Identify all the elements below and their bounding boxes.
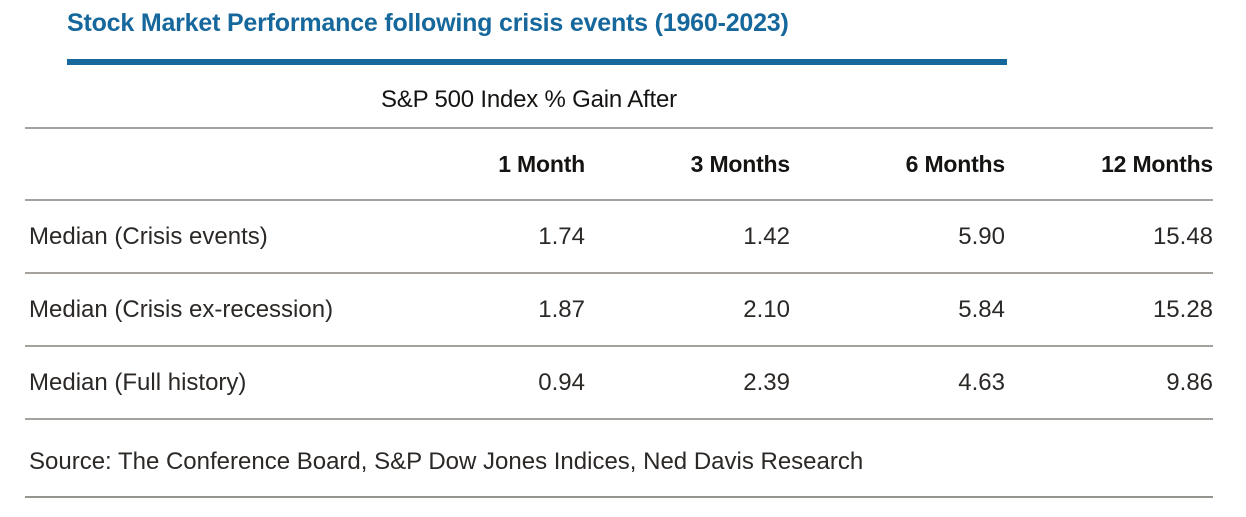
value-cell: 0.94 xyxy=(381,346,585,420)
value-cell: 1.42 xyxy=(585,200,790,274)
performance-table: S&P 500 Index % Gain After 1 Month 3 Mon… xyxy=(25,72,1213,498)
value-cell: 2.10 xyxy=(585,273,790,347)
table-row-crisis-ex-recession: Median (Crisis ex-recession) 1.87 2.10 5… xyxy=(25,273,1214,347)
group-header-spacer xyxy=(25,72,381,129)
value-cell: 5.84 xyxy=(790,273,1005,347)
value-cell: 2.39 xyxy=(585,346,790,420)
title-underline-rule xyxy=(67,59,1007,65)
row-label: Median (Full history) xyxy=(25,346,381,420)
page-title: Stock Market Performance following crisi… xyxy=(67,9,789,37)
value-cell: 1.74 xyxy=(381,200,585,274)
col-header-1-month: 1 Month xyxy=(381,128,585,201)
col-header-12-months: 12 Months xyxy=(1005,128,1213,201)
value-cell: 1.87 xyxy=(381,273,585,347)
row-label: Median (Crisis events) xyxy=(25,200,381,274)
value-cell: 4.63 xyxy=(790,346,1005,420)
value-cell: 9.86 xyxy=(1005,346,1214,420)
value-cell: 15.28 xyxy=(1005,273,1214,347)
source-note: Source: The Conference Board, S&P Dow Jo… xyxy=(25,419,1214,498)
column-header-row: 1 Month 3 Months 6 Months 12 Months xyxy=(25,128,1213,201)
group-header-row: S&P 500 Index % Gain After xyxy=(25,72,1214,129)
value-cell: 5.90 xyxy=(790,200,1005,274)
group-header: S&P 500 Index % Gain After xyxy=(381,72,1214,129)
row-label: Median (Crisis ex-recession) xyxy=(25,273,381,347)
col-header-spacer xyxy=(25,128,381,201)
table-row-full-history: Median (Full history) 0.94 2.39 4.63 9.8… xyxy=(25,346,1214,420)
col-header-6-months: 6 Months xyxy=(790,128,1005,201)
value-cell: 15.48 xyxy=(1005,200,1214,274)
table-row-crisis-events: Median (Crisis events) 1.74 1.42 5.90 15… xyxy=(25,200,1214,274)
source-row: Source: The Conference Board, S&P Dow Jo… xyxy=(25,419,1214,498)
col-header-3-months: 3 Months xyxy=(585,128,790,201)
